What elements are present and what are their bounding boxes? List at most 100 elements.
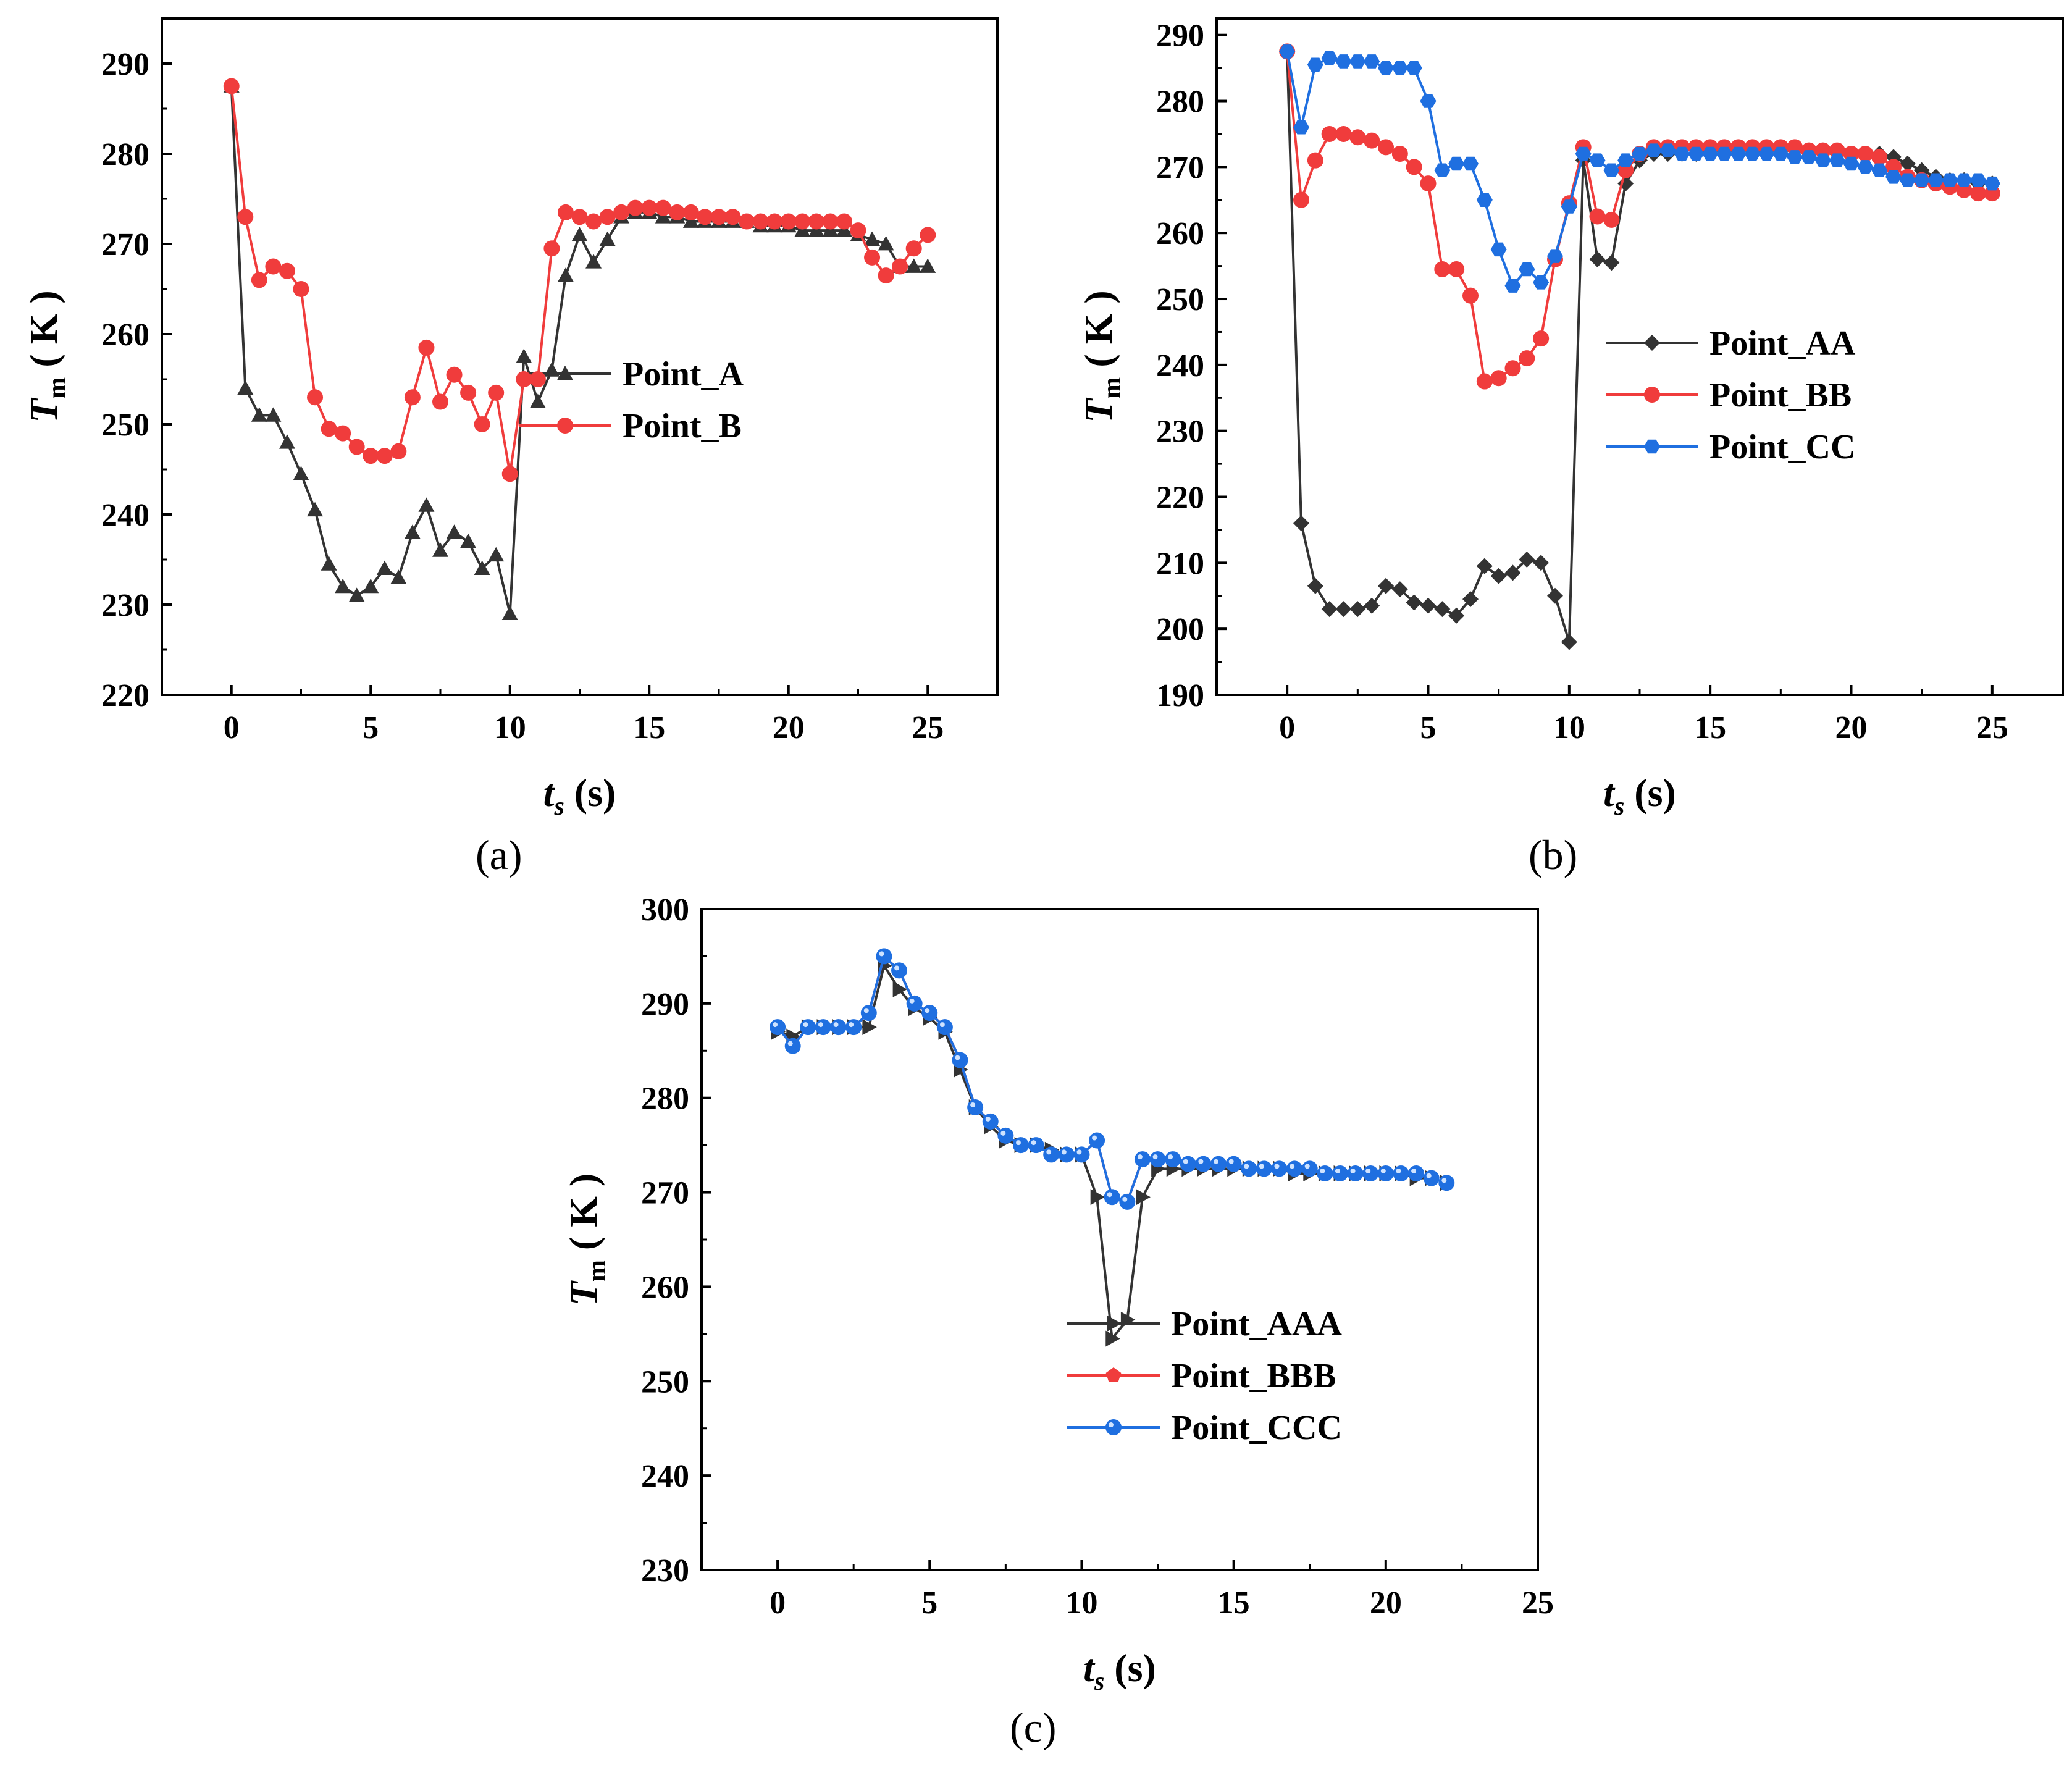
data-point-Point_CC bbox=[1716, 146, 1732, 161]
data-point-Point_A bbox=[864, 231, 881, 246]
data-point-Point_CCC-highlight bbox=[1198, 1159, 1204, 1164]
y-tick-label: 200 bbox=[1156, 612, 1204, 647]
series-Point_CCC bbox=[770, 948, 1455, 1210]
data-point-Point_CC bbox=[1674, 146, 1690, 161]
data-point-Point_B bbox=[697, 209, 713, 225]
data-point-Point_B bbox=[460, 384, 477, 401]
y-tick-label: 290 bbox=[641, 987, 689, 1022]
data-point-Point_A bbox=[279, 434, 295, 449]
data-point-Point_AA bbox=[1504, 564, 1521, 581]
data-point-Point_CCC-highlight bbox=[925, 1008, 930, 1013]
series-Point_B bbox=[223, 78, 936, 482]
data-point-Point_CC bbox=[1829, 153, 1845, 167]
data-point-Point_CC bbox=[1575, 146, 1592, 161]
y-tick-label: 230 bbox=[1156, 414, 1204, 450]
data-point-Point_BB bbox=[1504, 360, 1521, 377]
data-point-Point_CCC bbox=[1241, 1160, 1257, 1177]
data-point-Point_A bbox=[794, 222, 811, 237]
y-tick-label: 300 bbox=[641, 892, 689, 928]
data-point-Point_CCC-highlight bbox=[787, 1041, 793, 1046]
data-point-Point_B bbox=[557, 204, 574, 220]
series-Point_A bbox=[223, 78, 936, 620]
plot-frame bbox=[161, 17, 999, 696]
data-point-Point_B bbox=[418, 339, 435, 356]
data-point-Point_A bbox=[488, 547, 505, 562]
data-point-Point_CCC bbox=[906, 995, 923, 1012]
y-axis-title: Tm ( K ) bbox=[561, 1173, 611, 1306]
data-point-Point_AA bbox=[1476, 558, 1493, 574]
data-point-Point_A bbox=[265, 407, 282, 422]
y-tick-label: 270 bbox=[1156, 150, 1204, 185]
data-point-Point_CCC-highlight bbox=[1107, 1192, 1112, 1198]
x-axis-title: ts (s) bbox=[543, 771, 616, 821]
data-point-Point_CC bbox=[1519, 262, 1535, 277]
data-point-Point_B bbox=[920, 227, 936, 243]
legend-marker-Point_AA bbox=[1644, 335, 1660, 351]
data-point-Point_CC bbox=[1406, 61, 1422, 75]
data-point-Point_CCC-highlight bbox=[985, 1116, 991, 1122]
data-point-Point_A bbox=[321, 556, 337, 571]
data-point-Point_BB bbox=[1364, 132, 1380, 149]
data-point-Point_CCC bbox=[845, 1019, 862, 1036]
x-tick-label: 20 bbox=[1835, 710, 1868, 745]
data-point-Point_CC bbox=[1702, 146, 1719, 161]
data-point-Point_CCC bbox=[967, 1099, 984, 1115]
data-point-Point_CC bbox=[1659, 143, 1676, 157]
data-point-Point_B bbox=[836, 213, 852, 230]
data-point-Point_CC bbox=[1378, 61, 1394, 75]
data-point-Point_CC bbox=[1321, 51, 1338, 65]
data-point-Point_CCC bbox=[1028, 1137, 1044, 1154]
y-axis-title: Tm ( K ) bbox=[22, 290, 72, 423]
y-tick-label: 280 bbox=[101, 137, 149, 172]
legend-marker-Point_A bbox=[557, 366, 573, 380]
data-point-Point_BB bbox=[1321, 125, 1338, 142]
legend-marker-Point_CCC-highlight bbox=[1109, 1422, 1114, 1427]
data-point-Point_CC bbox=[1617, 153, 1634, 167]
chart-c: 0 5 10 15 20 25 230 240 250 260 270 280 290 300 ts (s)… bbox=[561, 892, 1554, 1696]
x-tick-label: 25 bbox=[1522, 1585, 1554, 1621]
data-point-Point_CCC-highlight bbox=[1122, 1196, 1128, 1202]
data-point-Point_A bbox=[878, 236, 894, 251]
data-point-Point_CCC bbox=[1438, 1175, 1455, 1191]
data-point-Point_B bbox=[348, 439, 365, 455]
data-point-Point_CCC bbox=[1180, 1156, 1196, 1172]
data-point-Point_CCC bbox=[1149, 1151, 1166, 1168]
data-point-Point_BB bbox=[1448, 261, 1465, 277]
data-point-Point_AA bbox=[1406, 594, 1422, 611]
data-point-Point_B bbox=[752, 213, 769, 230]
data-point-Point_B bbox=[529, 371, 546, 387]
data-point-Point_CCC-highlight bbox=[1290, 1164, 1295, 1169]
data-point-Point_CCC bbox=[1119, 1193, 1136, 1210]
y-tick-label: 240 bbox=[641, 1459, 689, 1494]
data-point-Point_BB bbox=[1462, 287, 1479, 304]
data-point-Point_B bbox=[780, 213, 797, 230]
y-tick-label: 280 bbox=[641, 1081, 689, 1117]
x-tick-label: 20 bbox=[773, 710, 805, 745]
data-point-Point_B bbox=[390, 443, 407, 459]
data-point-Point_B bbox=[265, 258, 282, 275]
data-point-Point_CCC-highlight bbox=[1000, 1130, 1006, 1136]
legend-label-Point_BB: Point_BB bbox=[1709, 376, 1852, 414]
data-point-Point_AAA bbox=[1090, 1189, 1105, 1206]
y-tick-label: 260 bbox=[1156, 216, 1204, 251]
data-point-Point_A bbox=[363, 578, 379, 594]
data-point-Point_CCC-highlight bbox=[1061, 1149, 1067, 1155]
x-tick-label: 5 bbox=[363, 710, 379, 745]
data-point-Point_CCC bbox=[1195, 1156, 1212, 1172]
data-point-Point_CC bbox=[1307, 57, 1323, 72]
data-point-Point_CC bbox=[1462, 156, 1479, 171]
data-point-Point_CCC-highlight bbox=[1092, 1135, 1097, 1141]
data-point-Point_B bbox=[279, 262, 295, 279]
data-point-Point_A bbox=[905, 258, 922, 273]
data-point-Point_CCC-highlight bbox=[894, 965, 900, 971]
data-point-Point_CC bbox=[1645, 143, 1662, 157]
data-point-Point_AA bbox=[1561, 634, 1577, 650]
plot-frame bbox=[700, 908, 1539, 1571]
data-point-Point_CC bbox=[1927, 173, 1944, 187]
data-point-Point_CC bbox=[1476, 193, 1493, 208]
data-point-Point_CC bbox=[1984, 176, 2000, 191]
data-point-Point_AA bbox=[1603, 254, 1620, 271]
data-point-Point_B bbox=[501, 466, 518, 482]
x-tick-label: 20 bbox=[1370, 1585, 1402, 1621]
data-point-Point_CC bbox=[1843, 156, 1860, 171]
